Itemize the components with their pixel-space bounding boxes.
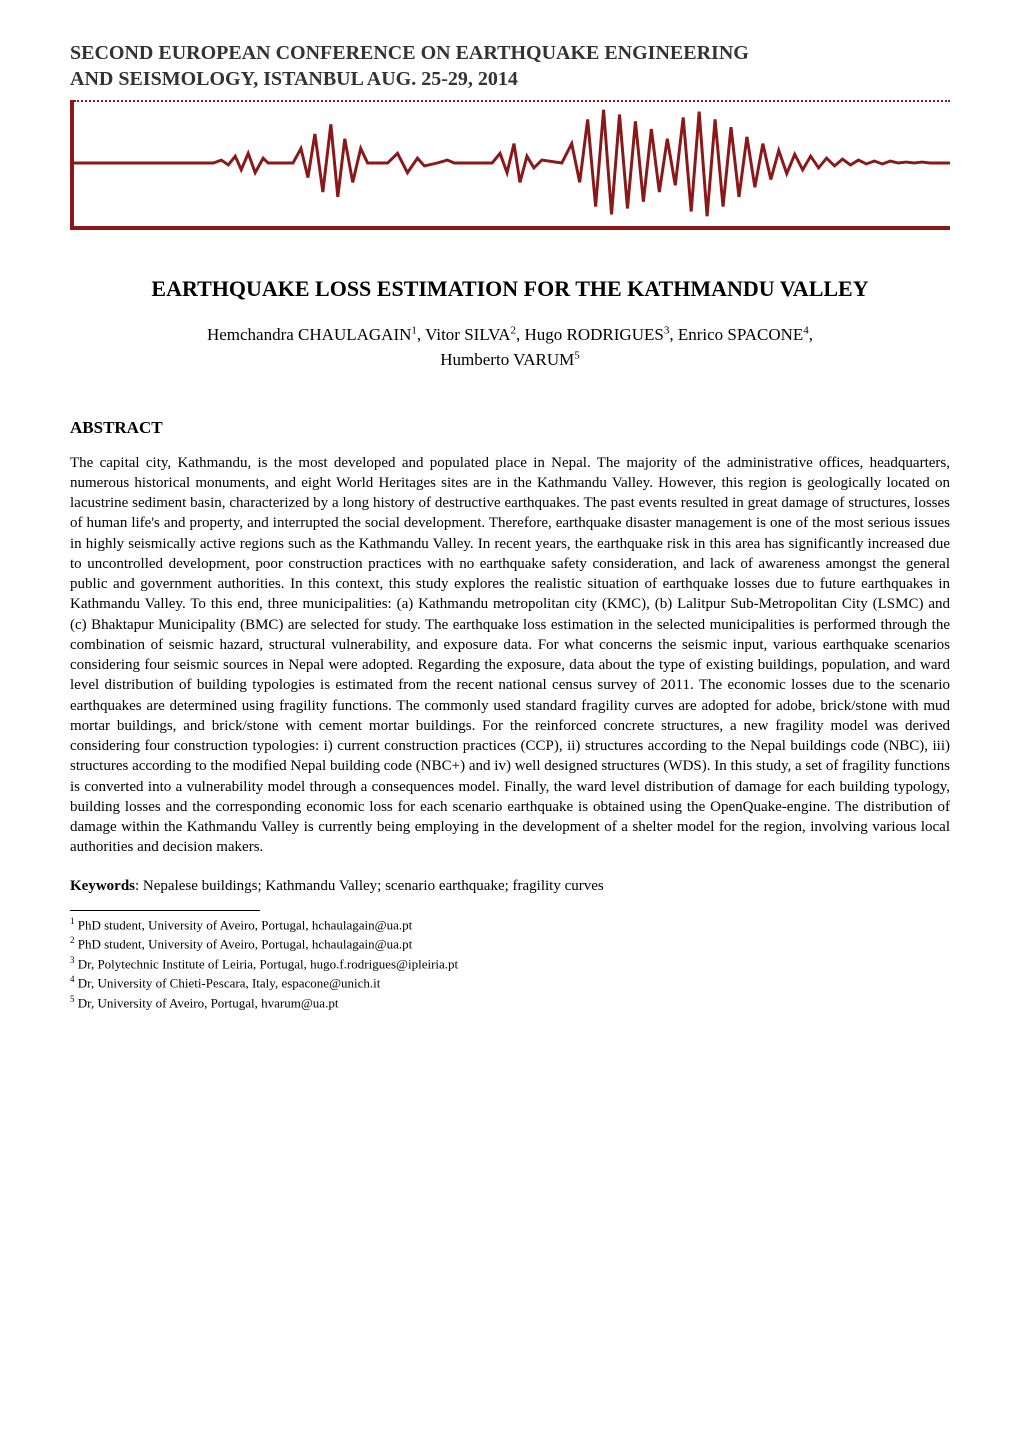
- footnote-5: 5 Dr, University of Aveiro, Portugal, hv…: [70, 993, 950, 1013]
- footnote-text-2: PhD student, University of Aveiro, Portu…: [75, 936, 413, 951]
- footnote-text-5: Dr, University of Aveiro, Portugal, hvar…: [75, 995, 339, 1010]
- paper-title: EARTHQUAKE LOSS ESTIMATION FOR THE KATHM…: [70, 275, 950, 304]
- footnote-1: 1 PhD student, University of Aveiro, Por…: [70, 915, 950, 935]
- seismogram-graphic: [70, 100, 950, 230]
- abstract-heading: ABSTRACT: [70, 418, 950, 438]
- conference-header: SECOND EUROPEAN CONFERENCE ON EARTHQUAKE…: [70, 40, 950, 230]
- seismogram-waveform: [74, 100, 950, 226]
- footnote-text-3: Dr, Polytechnic Institute of Leiria, Por…: [75, 956, 459, 971]
- conference-title-line1: SECOND EUROPEAN CONFERENCE ON EARTHQUAKE…: [70, 42, 749, 64]
- footnotes-block: 1 PhD student, University of Aveiro, Por…: [70, 915, 950, 1013]
- footnote-divider: [70, 910, 260, 911]
- footnote-2: 2 PhD student, University of Aveiro, Por…: [70, 934, 950, 954]
- authors-list: Hemchandra CHAULAGAIN1, Vitor SILVA2, Hu…: [70, 322, 950, 373]
- seismogram-top-dotted-border: [74, 100, 950, 102]
- keywords-label: Keywords: [70, 878, 135, 894]
- footnote-3: 3 Dr, Polytechnic Institute of Leiria, P…: [70, 954, 950, 974]
- conference-title-line2: AND SEISMOLOGY, ISTANBUL AUG. 25-29, 201…: [70, 68, 518, 90]
- footnote-4: 4 Dr, University of Chieti-Pescara, Ital…: [70, 973, 950, 993]
- conference-title: SECOND EUROPEAN CONFERENCE ON EARTHQUAKE…: [70, 40, 950, 92]
- keywords-text: : Nepalese buildings; Kathmandu Valley; …: [135, 878, 604, 894]
- footnote-text-1: PhD student, University of Aveiro, Portu…: [75, 917, 413, 932]
- footnote-text-4: Dr, University of Chieti-Pescara, Italy,…: [75, 975, 381, 990]
- abstract-text: The capital city, Kathmandu, is the most…: [70, 453, 950, 858]
- keywords-line: Keywords: Nepalese buildings; Kathmandu …: [70, 878, 950, 895]
